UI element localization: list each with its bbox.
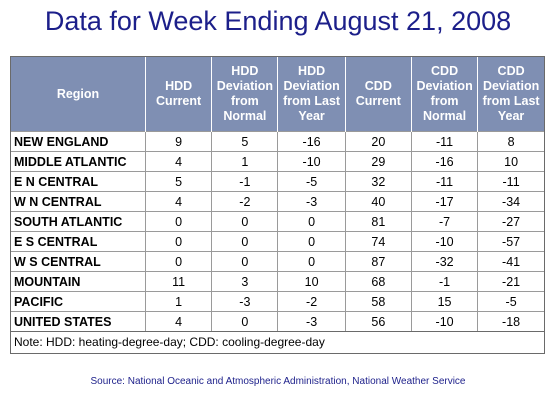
table-cell: 0 [211,311,278,331]
table-cell: 87 [344,251,412,272]
table-cell: 0 [144,211,212,232]
table-cell: 0 [211,251,278,272]
header-hdd-deviation-normal: HDD Deviation from Normal [211,57,278,132]
table-cell: 10 [477,151,544,172]
table-cell: -21 [477,271,544,292]
table-cell: 0 [211,211,278,232]
table-cell: -2 [211,191,278,212]
table-cell: -10 [410,311,478,331]
table-row: W S CENTRAL 0 0 0 87 -32 -41 [11,251,544,272]
table-cell: -3 [277,191,346,212]
table-header-row: Region HDD Current HDD Deviation from No… [11,57,544,132]
table-cell: -41 [477,251,544,272]
table-cell: -10 [277,151,346,172]
table-cell: 9 [144,131,212,152]
table-cell: -11 [410,171,478,192]
table-cell: -1 [410,271,478,292]
table-cell: 0 [144,231,212,252]
table-cell: -1 [211,171,278,192]
table-cell: -27 [477,211,544,232]
weather-data-table: Region HDD Current HDD Deviation from No… [11,57,544,331]
table-cell: -10 [410,231,478,252]
table-cell: -11 [410,131,478,152]
table-cell: 56 [344,311,412,331]
table-cell: 0 [277,211,346,232]
table-cell: 20 [344,131,412,152]
table-row: PACIFIC 1 -3 -2 58 15 -5 [11,291,544,312]
region-cell: PACIFIC [11,291,146,312]
table-row: E N CENTRAL 5 -1 -5 32 -11 -11 [11,171,544,192]
region-cell: MOUNTAIN [11,271,146,292]
table-cell: 4 [144,191,212,212]
header-hdd-deviation-last-year: HDD Deviation from Last Year [277,57,346,132]
table-cell: 58 [344,291,412,312]
table-cell: 15 [410,291,478,312]
region-cell: MIDDLE ATLANTIC [11,151,146,172]
table-note: Note: HDD: heating-degree-day; CDD: cool… [11,331,544,353]
header-region: Region [11,57,146,132]
region-cell: E S CENTRAL [11,231,146,252]
table-cell: 5 [144,171,212,192]
table-cell: 68 [344,271,412,292]
header-cdd-deviation-normal: CDD Deviation from Normal [410,57,478,132]
page-title: Data for Week Ending August 21, 2008 [44,6,512,36]
header-cdd-deviation-last-year: CDD Deviation from Last Year [477,57,544,132]
region-cell: NEW ENGLAND [11,131,146,152]
table-row: SOUTH ATLANTIC 0 0 0 81 -7 -27 [11,211,544,232]
table-cell: -34 [477,191,544,212]
table-cell: -5 [277,171,346,192]
table-cell: -32 [410,251,478,272]
source-citation: Source: National Oceanic and Atmospheric… [90,376,466,387]
table-cell: 0 [211,231,278,252]
table-cell: 4 [144,311,212,331]
table-cell: -3 [277,311,346,331]
table-cell: 1 [211,151,278,172]
data-table-container: Region HDD Current HDD Deviation from No… [10,56,545,354]
table-cell: -18 [477,311,544,331]
table-cell: 81 [344,211,412,232]
table-row: NEW ENGLAND 9 5 -16 20 -11 8 [11,131,544,152]
table-cell: 8 [477,131,544,152]
region-cell: UNITED STATES [11,311,146,331]
table-cell: -16 [277,131,346,152]
table-cell: -3 [211,291,278,312]
table-cell: 0 [144,251,212,272]
table-cell: -57 [477,231,544,252]
table-row: W N CENTRAL 4 -2 -3 40 -17 -34 [11,191,544,212]
table-cell: -11 [477,171,544,192]
table-cell: -7 [410,211,478,232]
table-cell: 10 [277,271,346,292]
table-cell: 3 [211,271,278,292]
table-cell: 5 [211,131,278,152]
table-row: E S CENTRAL 0 0 0 74 -10 -57 [11,231,544,252]
region-cell: W N CENTRAL [11,191,146,212]
table-cell: 1 [144,291,212,312]
table-cell: 74 [344,231,412,252]
table-cell: -5 [477,291,544,312]
region-cell: W S CENTRAL [11,251,146,272]
table-cell: 40 [344,191,412,212]
table-cell: 29 [344,151,412,172]
table-cell: 0 [277,231,346,252]
header-cdd-current: CDD Current [344,57,412,132]
table-cell: -17 [410,191,478,212]
table-row: MOUNTAIN 11 3 10 68 -1 -21 [11,271,544,292]
table-cell: -16 [410,151,478,172]
table-row: UNITED STATES 4 0 -3 56 -10 -18 [11,311,544,331]
header-hdd-current: HDD Current [144,57,212,132]
table-row: MIDDLE ATLANTIC 4 1 -10 29 -16 10 [11,151,544,172]
table-cell: -2 [277,291,346,312]
table-cell: 32 [344,171,412,192]
region-cell: SOUTH ATLANTIC [11,211,146,232]
table-cell: 4 [144,151,212,172]
table-cell: 11 [144,271,212,292]
region-cell: E N CENTRAL [11,171,146,192]
table-cell: 0 [277,251,346,272]
